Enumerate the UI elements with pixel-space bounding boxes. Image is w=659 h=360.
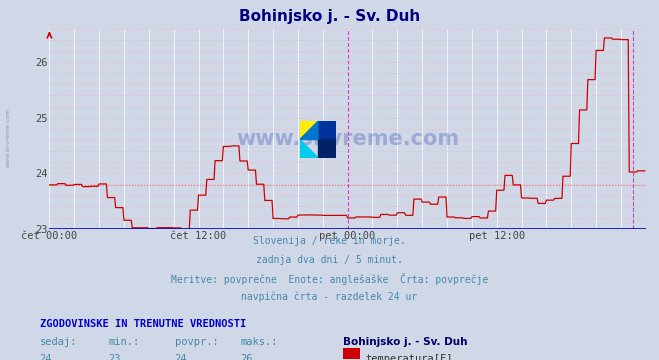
- Polygon shape: [300, 121, 318, 139]
- Polygon shape: [318, 139, 336, 158]
- Polygon shape: [300, 121, 318, 139]
- Text: min.:: min.:: [109, 337, 140, 347]
- Text: povpr.:: povpr.:: [175, 337, 218, 347]
- Polygon shape: [300, 139, 318, 158]
- Text: temperatura[F]: temperatura[F]: [366, 354, 453, 360]
- Text: www.si-vreme.com: www.si-vreme.com: [5, 107, 11, 167]
- Text: Meritve: povprečne  Enote: anglešaške  Črta: povprečje: Meritve: povprečne Enote: anglešaške Črt…: [171, 273, 488, 285]
- Text: 26: 26: [241, 354, 253, 360]
- Text: 24: 24: [175, 354, 187, 360]
- Text: sedaj:: sedaj:: [40, 337, 77, 347]
- Text: navpična črta - razdelek 24 ur: navpična črta - razdelek 24 ur: [241, 292, 418, 302]
- Text: maks.:: maks.:: [241, 337, 278, 347]
- Text: ZGODOVINSKE IN TRENUTNE VREDNOSTI: ZGODOVINSKE IN TRENUTNE VREDNOSTI: [40, 319, 246, 329]
- Text: 24: 24: [40, 354, 52, 360]
- Text: Slovenija / reke in morje.: Slovenija / reke in morje.: [253, 236, 406, 246]
- Text: www.si-vreme.com: www.si-vreme.com: [236, 129, 459, 149]
- Text: zadnja dva dni / 5 minut.: zadnja dva dni / 5 minut.: [256, 255, 403, 265]
- Text: 23: 23: [109, 354, 121, 360]
- Text: Bohinjsko j. - Sv. Duh: Bohinjsko j. - Sv. Duh: [343, 337, 467, 347]
- Text: Bohinjsko j. - Sv. Duh: Bohinjsko j. - Sv. Duh: [239, 9, 420, 24]
- Polygon shape: [318, 121, 336, 139]
